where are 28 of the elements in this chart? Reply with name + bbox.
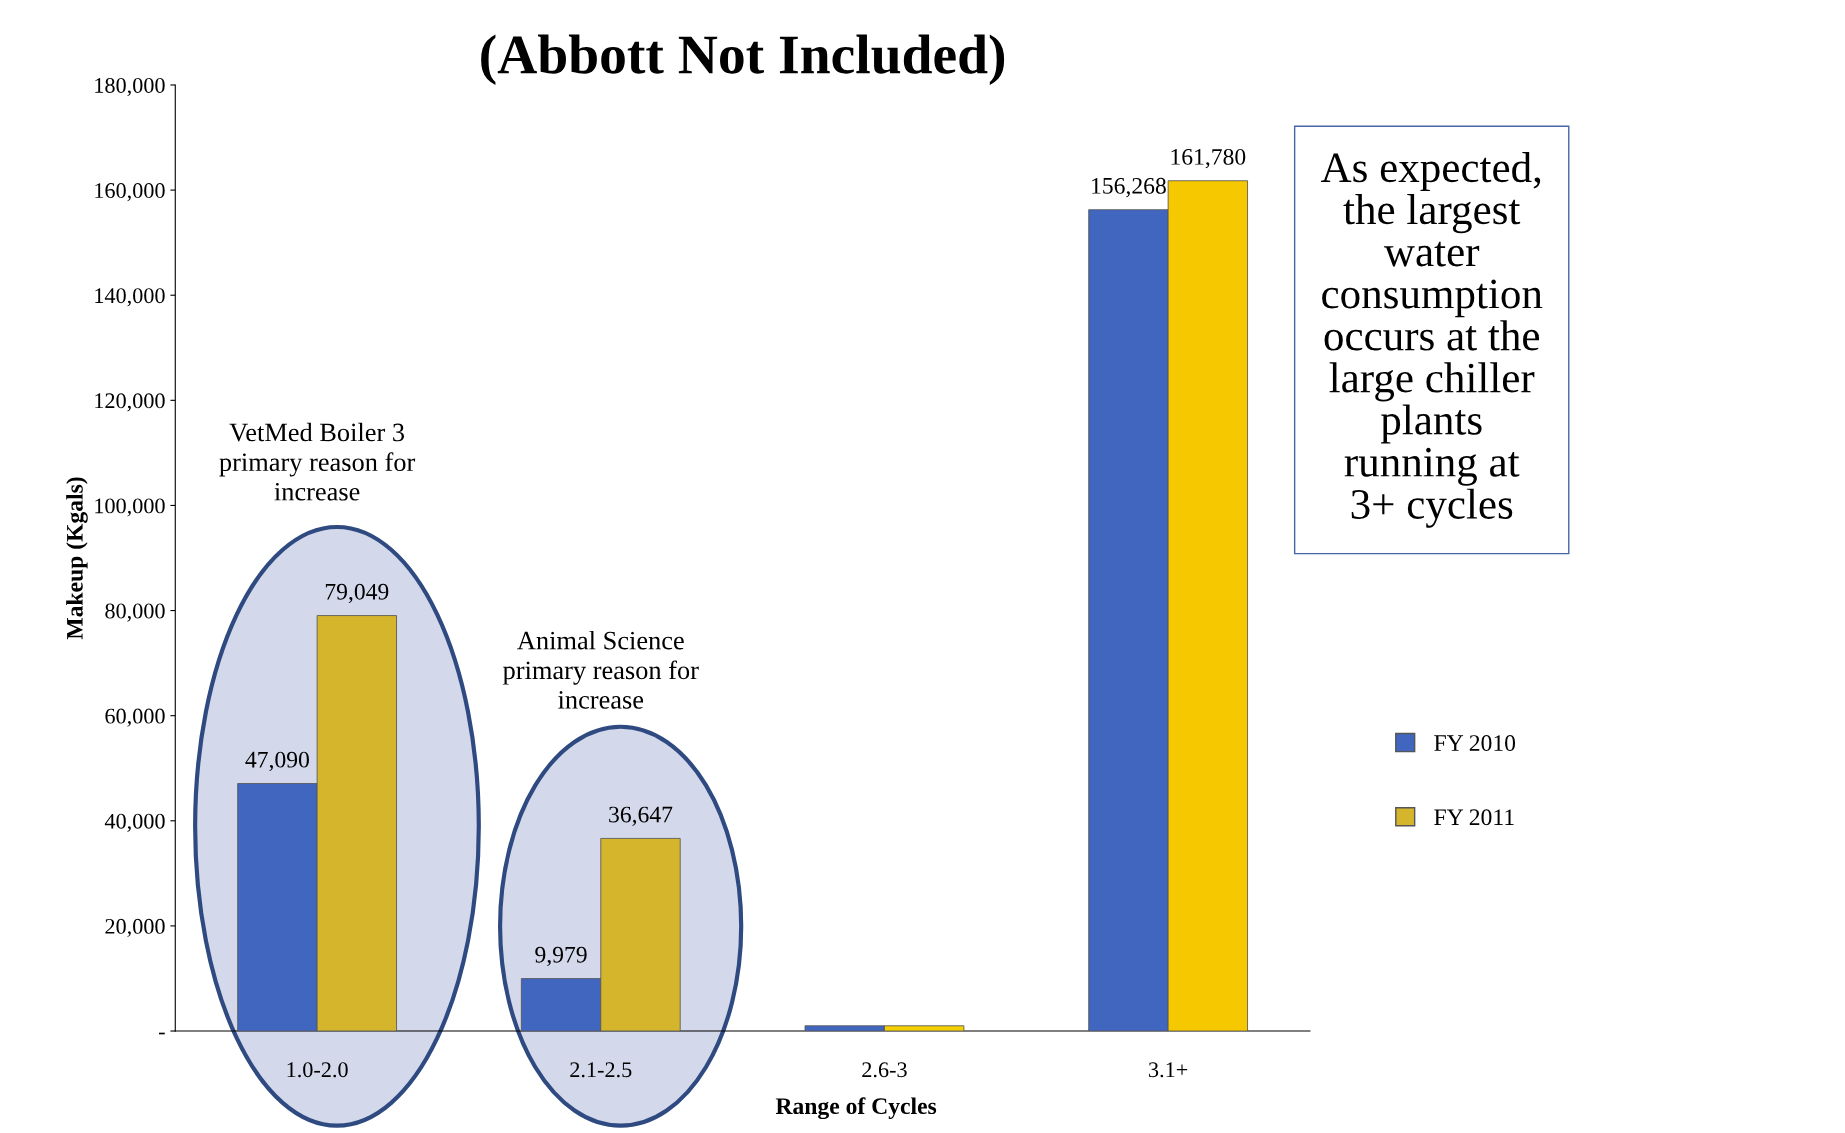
y-tick-label: - xyxy=(158,1032,165,1035)
y-tick-label: 160,000 xyxy=(95,183,165,202)
y-tick-label: 100,000 xyxy=(95,498,165,517)
x-tick-label: 2.1-2.5 xyxy=(570,1062,632,1078)
data-label: 47,090 xyxy=(245,751,309,772)
chart-title: (Abbott Not Included) xyxy=(481,34,1005,85)
y-tick-label: 180,000 xyxy=(95,77,165,97)
y-tick-label: 120,000 xyxy=(95,393,165,412)
annotation: VetMed Boiler 3 primary reason for increase xyxy=(219,422,416,501)
x-tick-label: 3.1+ xyxy=(1149,1062,1188,1078)
annotation: Animal Science primary reason for increase xyxy=(503,630,699,709)
x-axis-title: Range of Cycles xyxy=(775,1097,937,1120)
text: As expected, the largest water consumption occurs at the large chiller plants running at 3+ cycles xyxy=(1320,152,1543,528)
y-tick-label: 60,000 xyxy=(105,708,165,727)
data-label: 79,049 xyxy=(325,583,389,604)
y-tick-label: 20,000 xyxy=(105,918,165,938)
data-label: 156,268 xyxy=(1092,177,1166,198)
legend-label: FY 2011 xyxy=(1434,809,1514,826)
y-axis-title: Makeup (Kgals) xyxy=(66,477,88,640)
x-tick-label: 1.0-2.0 xyxy=(287,1062,348,1078)
y-tick-label: 80,000 xyxy=(105,603,165,622)
y-tick-label: 40,000 xyxy=(104,813,165,832)
x-tick-label: 2.6-3 xyxy=(862,1062,907,1078)
legend-label: FY 2010 xyxy=(1434,735,1516,751)
data-label: 36,647 xyxy=(609,806,673,826)
y-tick-label: 140,000 xyxy=(95,288,165,307)
data-label: 161,780 xyxy=(1171,148,1246,169)
data-label: 9,979 xyxy=(535,946,587,967)
